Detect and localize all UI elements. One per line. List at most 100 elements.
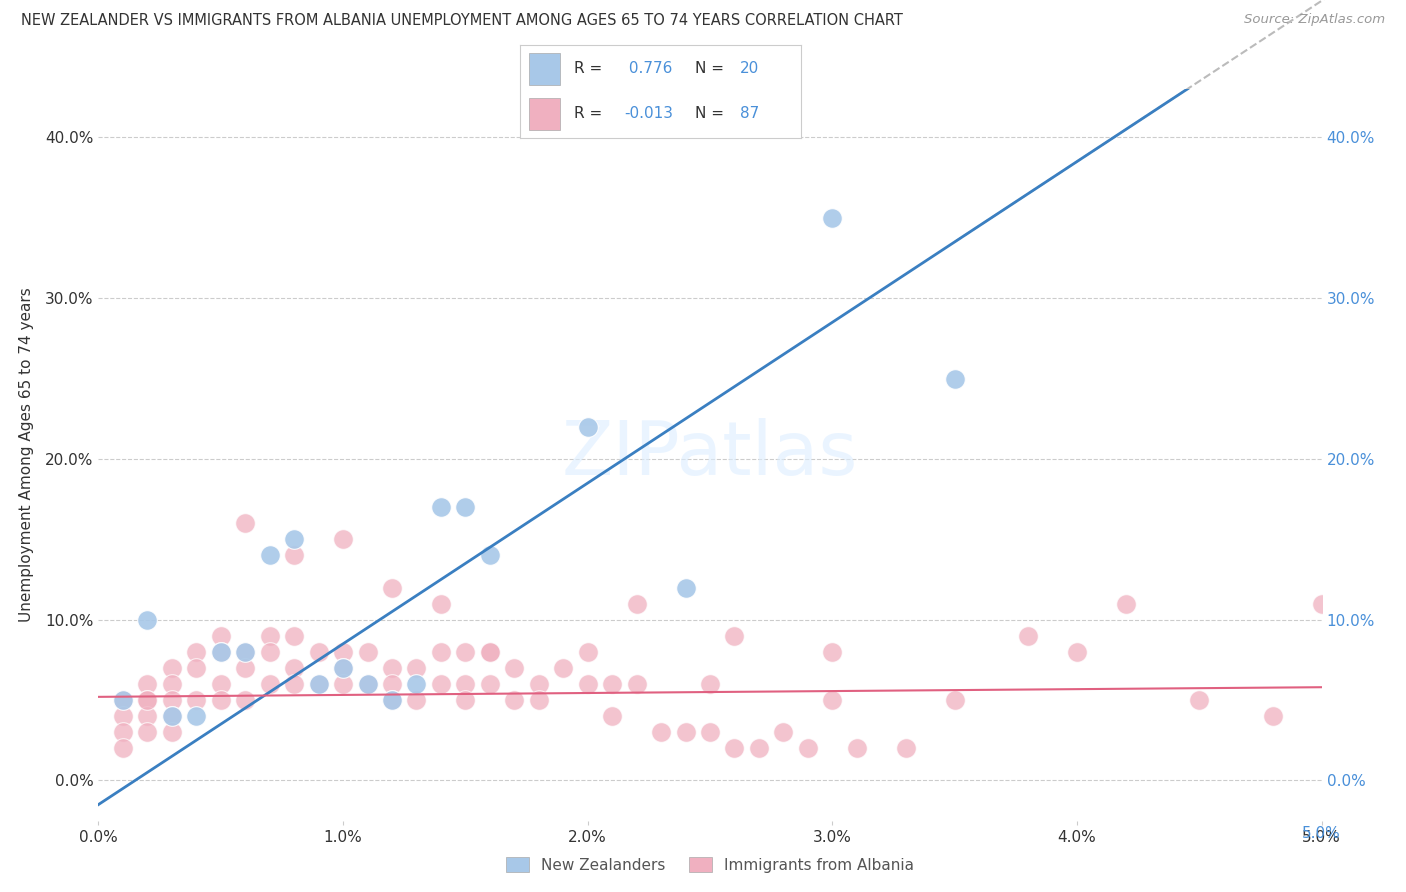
Point: [430, 645, 453, 659]
FancyBboxPatch shape: [529, 98, 560, 130]
Point: [600, 709, 623, 723]
Point: [209, 629, 232, 643]
Text: R =: R =: [574, 62, 602, 77]
Point: [821, 645, 844, 659]
Point: [503, 661, 526, 675]
Point: [675, 581, 697, 595]
Point: [650, 725, 672, 739]
Point: [478, 645, 501, 659]
Point: [1066, 645, 1088, 659]
Point: [943, 371, 966, 385]
Point: [1115, 597, 1137, 611]
Point: [186, 645, 208, 659]
Point: [186, 709, 208, 723]
Text: N =: N =: [695, 106, 724, 121]
Point: [943, 693, 966, 707]
Point: [381, 693, 404, 707]
Point: [430, 677, 453, 691]
Point: [675, 725, 697, 739]
Point: [356, 677, 378, 691]
Point: [576, 645, 599, 659]
Point: [283, 629, 305, 643]
Point: [283, 661, 305, 675]
Point: [233, 516, 256, 531]
Point: [308, 645, 330, 659]
Text: 87: 87: [740, 106, 759, 121]
Point: [160, 709, 183, 723]
Point: [111, 693, 134, 707]
Point: [111, 741, 134, 756]
Point: [821, 693, 844, 707]
Point: [209, 677, 232, 691]
Point: [332, 661, 354, 675]
Point: [797, 741, 820, 756]
Point: [821, 211, 844, 225]
Point: [478, 677, 501, 691]
Point: [332, 677, 354, 691]
Point: [209, 645, 232, 659]
Point: [430, 597, 453, 611]
Point: [160, 661, 183, 675]
Point: [405, 661, 427, 675]
Point: [405, 693, 427, 707]
Point: [233, 661, 256, 675]
Point: [111, 693, 134, 707]
Legend: New Zealanders, Immigrants from Albania: New Zealanders, Immigrants from Albania: [501, 851, 920, 879]
Point: [748, 741, 770, 756]
Point: [553, 661, 575, 675]
Point: [478, 549, 501, 563]
Point: [576, 419, 599, 434]
Point: [259, 645, 281, 659]
Point: [259, 629, 281, 643]
Point: [233, 645, 256, 659]
Point: [136, 677, 159, 691]
Text: 20: 20: [740, 62, 759, 77]
Point: [845, 741, 868, 756]
Point: [160, 693, 183, 707]
Point: [381, 581, 404, 595]
Point: [136, 693, 159, 707]
Point: [454, 645, 477, 659]
Point: [308, 677, 330, 691]
Point: [332, 533, 354, 547]
Point: [186, 661, 208, 675]
Point: [600, 677, 623, 691]
Point: [136, 693, 159, 707]
Point: [723, 741, 745, 756]
Point: [283, 549, 305, 563]
Point: [111, 725, 134, 739]
Point: [283, 677, 305, 691]
Text: Source: ZipAtlas.com: Source: ZipAtlas.com: [1244, 13, 1385, 27]
Point: [723, 629, 745, 643]
Point: [894, 741, 917, 756]
Point: [381, 677, 404, 691]
Point: [259, 677, 281, 691]
Point: [699, 725, 721, 739]
Point: [626, 597, 648, 611]
Y-axis label: Unemployment Among Ages 65 to 74 years: Unemployment Among Ages 65 to 74 years: [18, 287, 34, 623]
Point: [209, 693, 232, 707]
Point: [111, 709, 134, 723]
Point: [111, 693, 134, 707]
Text: R =: R =: [574, 106, 602, 121]
Point: [1261, 709, 1284, 723]
Text: 0.776: 0.776: [624, 62, 672, 77]
Point: [160, 725, 183, 739]
Point: [454, 677, 477, 691]
Point: [356, 677, 378, 691]
FancyBboxPatch shape: [529, 53, 560, 85]
Point: [233, 645, 256, 659]
Point: [527, 693, 550, 707]
Text: ZIPatlas: ZIPatlas: [562, 418, 858, 491]
Point: [209, 645, 232, 659]
Point: [772, 725, 794, 739]
Point: [259, 549, 281, 563]
Point: [233, 693, 256, 707]
Point: [160, 709, 183, 723]
Point: [503, 693, 526, 707]
Point: [381, 661, 404, 675]
Point: [454, 500, 477, 515]
Point: [454, 693, 477, 707]
Point: [1017, 629, 1039, 643]
Point: [405, 677, 427, 691]
